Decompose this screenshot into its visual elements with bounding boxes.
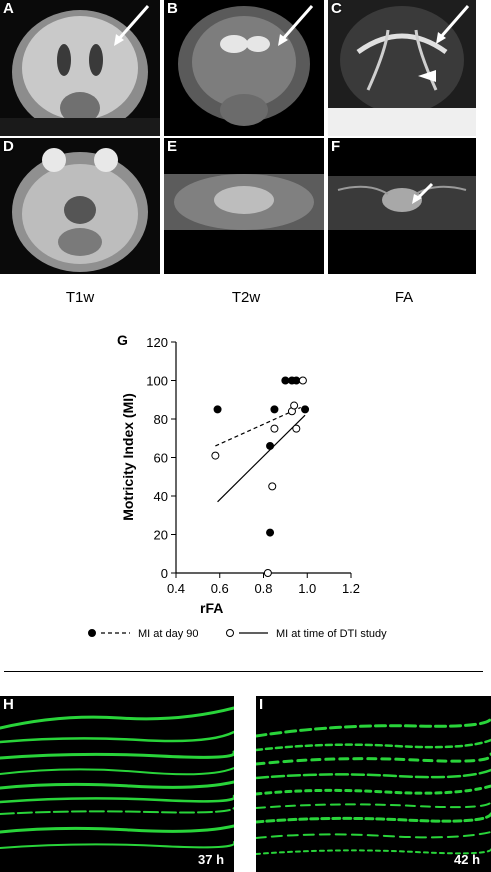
mri-panel-f: F — [328, 138, 476, 274]
series-1-point — [292, 424, 301, 433]
legend-marker — [226, 629, 234, 637]
series-1-point — [290, 401, 299, 410]
x-tick-label: 0.8 — [254, 581, 272, 596]
y-tick-label: 0 — [161, 566, 168, 581]
y-axis-label: Motricity Index (MI) — [120, 393, 136, 521]
axial-t2-image — [164, 138, 324, 274]
series-0-point — [266, 441, 275, 450]
micrograph-panel-i: I 42 h — [256, 696, 491, 872]
axial-fa-image — [328, 138, 476, 274]
mri-panel-b: B — [164, 0, 324, 136]
y-tick-label: 100 — [146, 374, 168, 389]
column-header-fa: FA — [394, 289, 414, 306]
coronal-fa-image — [328, 0, 476, 136]
y-tick-label: 80 — [154, 412, 168, 427]
panel-letter: B — [167, 0, 178, 17]
panel-letter: C — [331, 0, 342, 17]
panel-letter: E — [167, 138, 178, 155]
axon-fibers-37h-image — [0, 696, 234, 872]
series-1-point — [270, 424, 279, 433]
series-0-point — [301, 405, 310, 414]
x-axis-label: rFA — [200, 600, 223, 616]
chart-axes: 0.4 0.6 0.8 1.0 1.2 0 20 40 60 80 100 120 — [146, 335, 360, 596]
timestamp-label: 37 h — [198, 852, 225, 867]
chart-marks — [211, 376, 310, 577]
x-tick-label: 1.0 — [298, 581, 316, 596]
coronal-t1-image — [0, 0, 160, 136]
series-0-fit-line — [215, 406, 301, 447]
panel-letter: I — [259, 696, 264, 713]
series-0-point — [213, 405, 222, 414]
y-tick-label: 20 — [154, 528, 168, 543]
legend-label: MI at time of DTI study — [276, 628, 387, 640]
column-header-t2w: T2w — [231, 289, 261, 306]
mri-panel-c: C — [328, 0, 476, 136]
mri-panel-d: D — [0, 138, 160, 274]
micrograph-panel-h: H 37 h — [0, 696, 234, 872]
mri-panel-a: A — [0, 0, 160, 136]
series-0-point — [292, 376, 301, 385]
series-1-point — [298, 376, 307, 385]
column-header-t1w: T1w — [65, 289, 95, 306]
axon-fibers-42h-image — [256, 696, 491, 872]
series-1-point — [268, 482, 277, 491]
series-0-point — [281, 376, 290, 385]
timestamp-label: 42 h — [454, 852, 481, 867]
coronal-t2-image — [164, 0, 324, 136]
series-1-point — [263, 569, 272, 577]
legend-label: MI at day 90 — [138, 628, 199, 640]
series-0-point — [270, 405, 279, 414]
y-tick-label: 60 — [154, 451, 168, 466]
panel-letter: F — [331, 138, 341, 155]
series-0-point — [266, 528, 275, 537]
motricity-chart: 0.4 0.6 0.8 1.0 1.2 0 20 40 60 80 100 120 Motricity… — [88, 335, 387, 640]
series-1-fit-line — [217, 414, 306, 503]
chart-legend: MI at day 90 MI at time of DTI study — [88, 628, 387, 640]
section-divider — [4, 671, 483, 672]
series-1-point — [211, 451, 220, 460]
legend-marker — [88, 629, 96, 637]
mri-panel-e: E — [164, 138, 324, 274]
x-tick-label: 1.2 — [342, 581, 360, 596]
x-tick-label: 0.4 — [167, 581, 185, 596]
panel-letter: A — [3, 0, 14, 17]
y-tick-label: 40 — [154, 489, 168, 504]
y-tick-label: 120 — [146, 335, 168, 350]
chart-panel-letter: G — [117, 332, 128, 348]
panel-letter: H — [3, 696, 14, 713]
x-tick-label: 0.6 — [211, 581, 229, 596]
axial-t1-image — [0, 138, 160, 274]
panel-letter: D — [3, 138, 14, 155]
